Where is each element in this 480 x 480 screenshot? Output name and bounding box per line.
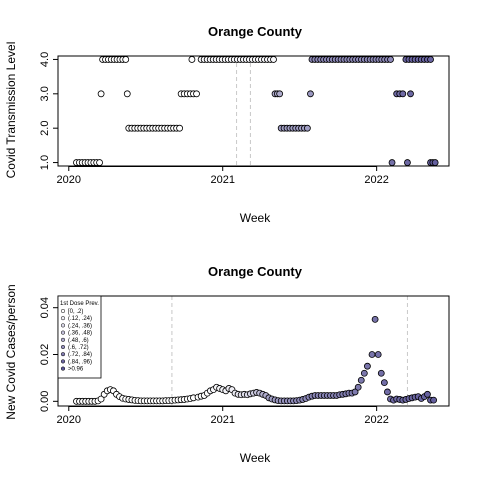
legend-entry-label: (.72, .84) (68, 352, 92, 358)
data-point (97, 395, 105, 403)
legend-entry-label: (.84, .96) (68, 359, 92, 365)
legend-title: 1st Dose Prev. (60, 301, 99, 307)
transmission-level-panel: Orange County Week Covid Transmission Le… (4, 24, 450, 225)
x-axis-2: 2020 2021 2022 (57, 406, 389, 426)
x-tick-label: 2021 (210, 174, 234, 186)
chart-title-2: Orange County (208, 264, 303, 279)
legend-marker (60, 330, 66, 335)
data-point (123, 90, 131, 98)
legend-entry-label: (.12, .24) (68, 316, 92, 322)
y-axis-2: 0.00 0.02 0.04 (39, 297, 58, 412)
plot-frame-1 (57, 55, 450, 167)
legend-marker (60, 352, 66, 357)
points-1 (73, 56, 439, 166)
y-tick-label: 3.0 (39, 86, 51, 101)
legend-entry-label: (.24, .36) (68, 323, 92, 329)
x-tick-label: 2021 (210, 414, 234, 426)
y-tick-label: 4.0 (39, 52, 51, 67)
legend-entry-label: (.48, .6) (68, 338, 89, 344)
y-tick-label: 0.02 (39, 344, 51, 365)
y-tick-label: 0.00 (39, 391, 51, 412)
legend-marker (60, 344, 66, 350)
legend-entry-label: (.6, .72) (68, 345, 89, 351)
legend-marker (60, 316, 66, 321)
y-axis-label-2: New Covid Cases/person (4, 284, 18, 419)
data-point (384, 388, 391, 396)
data-point (424, 390, 431, 398)
data-point (351, 388, 359, 396)
data-point (377, 369, 385, 377)
data-point (354, 383, 362, 391)
data-point (96, 159, 103, 166)
legend-marker (60, 366, 66, 371)
legend-entries: [0, .2)(.12, .24)(.24, .36) (.36, .48)(.4… (60, 308, 92, 373)
plot-frame-2 (57, 295, 450, 407)
data-point (407, 90, 414, 98)
legend: 1st Dose Prev. [0, .2)(.12, .24)(.24, .3… (57, 295, 102, 379)
data-point (427, 56, 434, 63)
x-tick-label: 2020 (57, 414, 81, 426)
y-tick-label: 2.0 (39, 121, 51, 136)
data-point (270, 56, 277, 63)
x-axis-1: 2020 2021 2022 (57, 166, 389, 186)
y-tick-label: 1.0 (39, 155, 51, 170)
data-point (364, 362, 371, 370)
data-point (193, 90, 200, 98)
data-point (371, 315, 379, 323)
data-point (380, 379, 388, 387)
x-tick-label: 2022 (364, 414, 388, 426)
data-point (276, 90, 284, 98)
points-2 (73, 315, 438, 405)
data-point (360, 369, 368, 377)
chart-title-1: Orange County (208, 24, 303, 39)
x-tick-label: 2022 (364, 174, 388, 186)
data-point (97, 90, 105, 98)
legend-marker (60, 323, 66, 328)
legend-marker (60, 359, 66, 364)
y-axis-1: 1.0 2.0 3.0 4.0 (39, 52, 58, 170)
data-point (430, 396, 438, 404)
legend-box (57, 295, 102, 379)
data-point (431, 159, 439, 166)
data-point (404, 159, 411, 166)
data-point (307, 90, 314, 98)
data-point (388, 159, 396, 166)
x-axis-label-2: Week (240, 451, 271, 465)
data-point (357, 376, 365, 384)
vlines-1 (236, 56, 251, 166)
legend-marker (60, 308, 66, 314)
legend-entry-label: [0, .2) (68, 309, 83, 315)
vlines-2 (171, 296, 408, 406)
data-point (387, 56, 394, 63)
legend-marker (60, 337, 66, 342)
legend-entry-label: >0.96 (68, 367, 84, 373)
data-point (176, 124, 184, 132)
data-point (122, 56, 130, 63)
data-point (368, 351, 376, 358)
data-point (399, 90, 407, 98)
y-tick-label: 0.04 (39, 297, 51, 318)
data-point (188, 56, 196, 63)
x-tick-label: 2020 (57, 174, 81, 186)
new-cases-panel: Orange County Week New Covid Cases/perso… (4, 264, 450, 465)
legend-entry-label: (.36, .48) (68, 331, 92, 337)
data-point (303, 124, 311, 132)
x-axis-label-1: Week (240, 211, 271, 225)
data-point (374, 351, 382, 358)
y-axis-label-1: Covid Transmission Level (4, 42, 18, 179)
